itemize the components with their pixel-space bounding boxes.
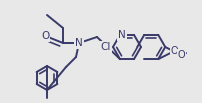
Text: N: N [118, 30, 126, 40]
Text: Cl: Cl [101, 42, 111, 52]
Text: N: N [75, 38, 83, 48]
Text: O: O [177, 50, 185, 60]
Text: O: O [41, 31, 49, 41]
Text: O: O [170, 46, 178, 56]
